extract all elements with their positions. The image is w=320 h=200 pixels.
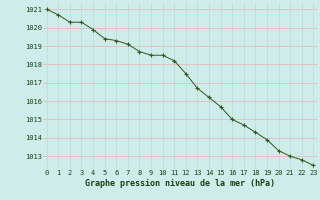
X-axis label: Graphe pression niveau de la mer (hPa): Graphe pression niveau de la mer (hPa) [85,179,275,188]
